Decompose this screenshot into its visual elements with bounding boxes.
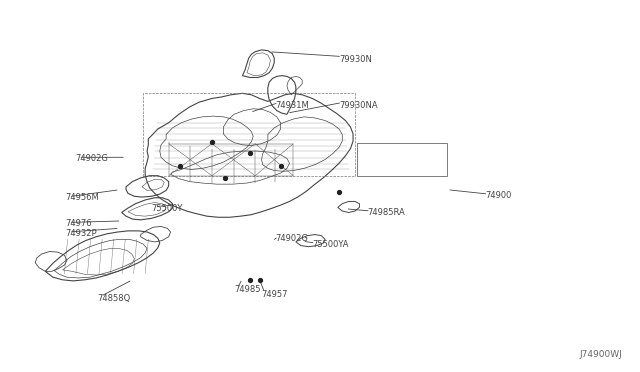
Text: 74900: 74900: [485, 191, 512, 200]
Text: 74932P: 74932P: [66, 228, 97, 238]
Text: 74931M: 74931M: [275, 100, 309, 110]
Text: 74976: 74976: [66, 219, 92, 228]
Text: 79930N: 79930N: [339, 55, 372, 64]
Text: J74900WJ: J74900WJ: [579, 350, 622, 359]
Text: 74957: 74957: [262, 290, 288, 299]
Text: 75500Y: 75500Y: [152, 203, 183, 212]
Text: 74985RA: 74985RA: [368, 208, 405, 217]
Text: 74858Q: 74858Q: [97, 294, 131, 303]
Text: 75500YA: 75500YA: [312, 240, 349, 248]
Text: 74902G: 74902G: [76, 154, 108, 163]
Text: 74985: 74985: [234, 285, 260, 294]
Text: 79930NA: 79930NA: [339, 100, 378, 110]
Text: 74956M: 74956M: [66, 193, 99, 202]
Text: 74902G: 74902G: [275, 234, 308, 243]
